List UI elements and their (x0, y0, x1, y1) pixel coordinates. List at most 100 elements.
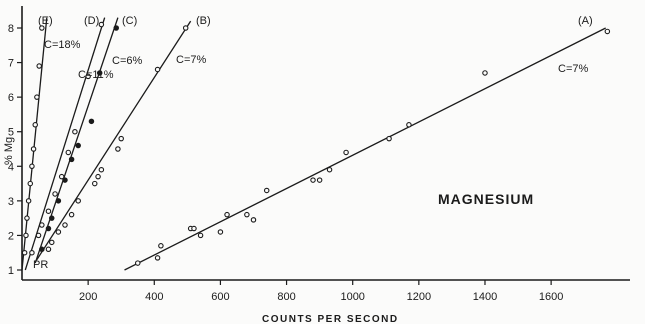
data-point (62, 222, 68, 228)
x-tick-label: 1600 (539, 291, 563, 303)
data-point (45, 208, 52, 214)
data-point (316, 177, 323, 183)
series-4: (E) C=18% (21, 15, 81, 271)
x-tick-label: 600 (211, 291, 229, 303)
series-name-label: (B) (196, 15, 211, 27)
data-point (39, 246, 45, 253)
data-point (34, 94, 40, 100)
data-point (29, 163, 35, 170)
series-name-label: (C) (122, 15, 137, 27)
y-tick-label: 2 (8, 230, 14, 242)
data-point (58, 173, 65, 180)
chart-title: MAGNESIUM (438, 191, 534, 207)
data-point (482, 70, 488, 76)
x-tick-label: 800 (277, 291, 295, 303)
series-2: (C) C=6% (34, 15, 142, 264)
data-point (45, 246, 52, 253)
x-tick-label: 1400 (473, 291, 497, 303)
data-point (92, 180, 98, 187)
data-point (98, 21, 105, 28)
data-point (72, 128, 78, 135)
x-ticks: 200 400 600 800 1000 1200 1400 1600 (79, 280, 563, 303)
fit-line (21, 17, 48, 271)
data-point (68, 156, 75, 163)
data-point (386, 135, 392, 142)
data-point (52, 191, 58, 197)
data-point (68, 211, 75, 218)
data-point (85, 73, 91, 80)
data-point (39, 25, 45, 31)
y-tick-label: 3 (8, 196, 14, 208)
data-point (35, 232, 42, 239)
y-ticks: 1 2 3 4 5 6 7 8 (8, 23, 22, 277)
fit-line (36, 20, 192, 260)
data-point (96, 70, 103, 76)
y-tick-label: 5 (8, 127, 14, 139)
data-point (154, 66, 161, 73)
data-point (406, 122, 412, 128)
data-point (49, 239, 55, 246)
data-point (21, 249, 28, 256)
concentration-label: C=7% (176, 54, 206, 66)
data-point (604, 28, 611, 35)
y-tick-label: 8 (8, 23, 14, 35)
y-tick-label: 6 (8, 92, 14, 104)
x-tick-label: 1200 (407, 291, 431, 303)
fit-line (24, 17, 106, 271)
concentration-label: C=7% (558, 63, 588, 75)
concentration-label: C=11% (78, 69, 114, 81)
data-point (326, 166, 333, 173)
concentration-label: C=6% (112, 55, 142, 67)
data-point (49, 215, 55, 221)
data-point (75, 198, 81, 204)
annotation-pr: PR (33, 259, 48, 271)
data-point (343, 149, 349, 156)
series-3: (D) C=11% (24, 15, 114, 271)
series-name-label: (A) (578, 15, 593, 27)
data-point (27, 180, 34, 187)
data-point (158, 243, 164, 249)
data-point (182, 25, 189, 31)
series-name-label: (E) (38, 15, 53, 27)
y-axis-label: % Mg (3, 137, 15, 165)
x-tick-label: 400 (145, 291, 163, 303)
data-point (263, 187, 270, 194)
data-point (113, 25, 119, 31)
x-tick-label: 200 (79, 291, 97, 303)
x-axis-label: COUNTS PER SECOND (262, 314, 399, 324)
data-point (55, 198, 62, 204)
data-point (197, 232, 204, 239)
data-point (39, 222, 45, 228)
y-tick-label: 1 (8, 265, 14, 277)
data-point (244, 211, 250, 218)
data-point (23, 232, 29, 239)
data-point (24, 215, 30, 221)
y-tick-label: 7 (8, 58, 14, 70)
data-point (115, 146, 121, 152)
series-name-label: (D) (84, 15, 99, 27)
data-point (65, 149, 72, 156)
data-point (134, 260, 141, 266)
data-point (217, 229, 224, 235)
data-point (224, 211, 230, 218)
data-point (154, 255, 161, 261)
series-0: (A) C=7% (124, 15, 611, 271)
data-point (25, 198, 32, 204)
data-point (250, 217, 257, 223)
data-point (29, 249, 35, 256)
series-1: (B) C=7% (36, 15, 211, 260)
data-point (310, 177, 316, 183)
fit-line (124, 27, 606, 271)
data-point (55, 229, 62, 235)
concentration-label: C=18% (44, 39, 81, 51)
series-layer: (A) C=7% (B) C=7% (C) C=6% (D) C=11% (E) C=18% (21, 15, 611, 271)
data-point (62, 177, 68, 183)
data-point (95, 173, 101, 180)
data-point (36, 63, 42, 69)
data-point (98, 166, 105, 173)
x-tick-label: 1000 (340, 291, 364, 303)
data-point (32, 122, 38, 128)
data-point (45, 225, 52, 232)
fit-line (34, 17, 119, 264)
